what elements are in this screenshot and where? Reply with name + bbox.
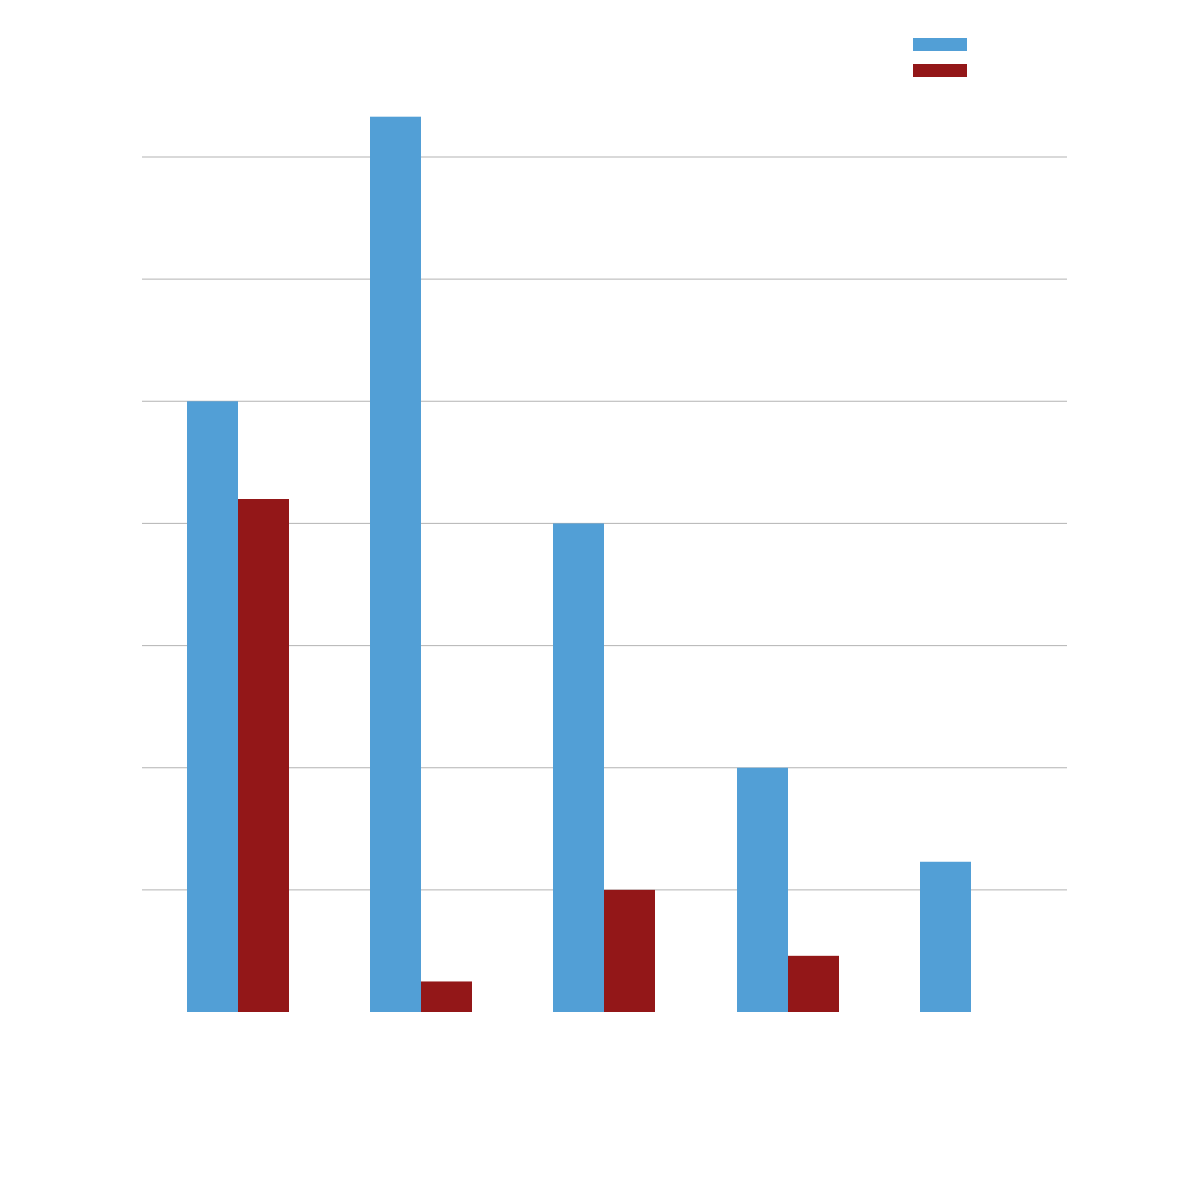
legend-swatch-0 (913, 38, 967, 51)
legend-swatch-1 (913, 64, 967, 77)
bar-series-0-cat-1 (370, 116, 421, 1012)
bar-series-0-cat-0 (187, 401, 238, 1012)
bar-series-1-cat-1 (421, 981, 472, 1012)
bar-series-0-cat-4 (920, 861, 971, 1012)
bars (187, 116, 971, 1012)
gridlines (142, 156, 1067, 891)
bar-series-0-cat-3 (737, 767, 788, 1012)
legend (913, 38, 967, 77)
bar-series-1-cat-3 (788, 955, 839, 1012)
bar-series-0-cat-2 (553, 523, 604, 1012)
bar-series-1-cat-2 (604, 889, 655, 1012)
bar-series-1-cat-0 (238, 499, 289, 1012)
